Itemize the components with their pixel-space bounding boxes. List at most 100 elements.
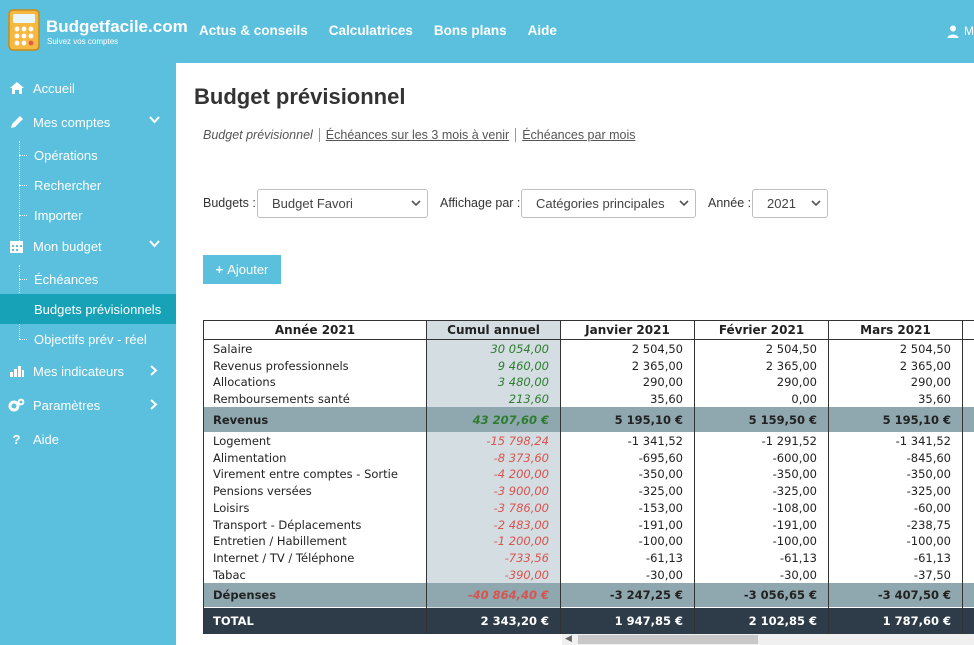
total-row-value: 1 947,85 € [561,608,694,634]
cell-value: -153,00 [638,500,683,515]
calculator-logo-icon [8,9,40,51]
sidebar-item-mes-comptes[interactable]: Mes comptes [0,108,176,136]
sidebar-item-mon-budget[interactable]: Mon budget [0,232,176,260]
user-icon [947,25,959,38]
home-icon [8,80,25,97]
cell-value: -37,50 [913,567,951,582]
horizontal-scrollbar[interactable]: ◀ [562,634,974,645]
total-row-value: -40 864,40 € [427,583,560,607]
row-label: Salaire [213,342,253,356]
sidebar-item-budgets-previsionnels[interactable]: Budgets prévisionnels [0,294,176,324]
nav-calculatrices[interactable]: Calculatrices [328,23,413,38]
sidebar-item-operations[interactable]: Opérations [0,140,176,170]
add-button-label: Ajouter [227,262,269,277]
sidebar-item-echeances[interactable]: Échéances [0,264,176,294]
row-label: Logement [213,434,271,448]
cell-value: 2 504,50 [765,342,817,356]
sidebar-label: Échéances [34,271,99,287]
affichage-label: Affichage par : [440,196,521,210]
logo-tagline: Suivez vos comptes [47,37,119,46]
affichage-select-value: Catégories principales [536,196,665,211]
column-header: Février 2021 [695,321,828,340]
nav-actus-conseils[interactable]: Actus & conseils [199,23,308,38]
row-label: Tabac [213,567,246,582]
user-menu[interactable]: M [947,24,974,38]
total-row-value: 5 159,50 € [695,407,828,432]
tree-tick [19,279,27,280]
annee-select[interactable]: 2021 [752,189,828,218]
calendar-icon [8,238,25,255]
row-label: Transport - Déplacements [213,517,362,532]
column-header: Année 2021 [204,321,426,340]
cell-value: 290,00 [910,375,951,390]
cell-value: -238,75 [906,517,951,532]
add-button[interactable]: + Ajouter [203,255,281,284]
total-row-value: 2 343,20 € [427,608,560,634]
scrollbar-thumb[interactable] [578,635,758,644]
cell-value: -61,13 [779,550,817,565]
budget-table: Année 2021 Salaire Revenus professionnels A… [203,320,974,634]
chevron-down-icon [811,200,821,207]
nav-aide[interactable]: Aide [527,23,557,38]
nav-bons-plans[interactable]: Bons plans [433,23,507,38]
subnav-separator [318,128,320,142]
annee-label: Année : [708,196,752,210]
cell-value: -325,00 [638,484,683,499]
sidebar-item-parametres[interactable]: Paramètres [0,391,176,419]
sidebar-item-aide[interactable]: ? Aide [0,425,176,453]
cell-value: -100,00 [638,534,683,549]
column-header: Cumul annuel [427,321,560,340]
cell-value: -100,00 [906,534,951,549]
user-name: M [964,24,974,38]
cell-value: -30,00 [645,567,683,582]
tree-tick [19,185,27,186]
plus-icon: + [215,262,224,277]
cell-value: 3 480,00 [497,375,549,390]
chevron-down-icon [679,200,689,207]
cell-value: -8 373,60 [493,450,549,465]
column-feb: Février 2021 2 504,50 2 365,00 290,00 0,00 -1… [695,321,829,634]
column-mar: Mars 2021 2 504,50 2 365,00 290,00 35,60 -1 3… [829,321,963,634]
cell-value: -30,00 [779,567,817,582]
budgets-select[interactable]: Budget Favori [257,189,428,218]
row-label: Pensions versées [213,484,312,499]
row-label: Allocations [213,375,276,390]
cell-value: 35,60 [918,392,951,407]
total-row-value: 1 787,60 € [829,608,962,634]
subnav-current: Budget prévisionnel [203,128,313,142]
pencil-icon [8,114,25,131]
band-overflow [963,608,974,634]
subnav-link-echeances-3-mois[interactable]: Échéances sur les 3 mois à venir [325,128,510,142]
sidebar-item-mes-indicateurs[interactable]: Mes indicateurs [0,357,176,385]
top-navigation: Actus & conseils Calculatrices Bons plan… [199,23,557,38]
row-label: Loisirs [213,500,250,515]
row-label: Entretien / Habillement [213,534,347,549]
tree-tick [19,155,27,156]
sidebar-label: Importer [34,207,83,223]
logo[interactable]: Budgetfacile.com Suivez vos comptes [6,6,188,54]
total-row-label: Dépenses [204,583,426,607]
chevron-down-icon [149,116,160,124]
tree-line [19,141,20,241]
sidebar-item-objectifs[interactable]: Objectifs prév - réel [0,324,176,354]
sidebar-item-rechercher[interactable]: Rechercher [0,170,176,200]
column-header: Janvier 2021 [561,321,694,340]
tree-tick [19,339,27,340]
cell-value: -1 341,52 [895,434,951,448]
sidebar-label: Objectifs prév - réel [34,331,147,347]
cell-value: 30 054,00 [490,342,549,356]
overflow-column [963,321,974,634]
sidebar-item-importer[interactable]: Importer [0,200,176,230]
cell-value: 290,00 [642,375,683,390]
top-bar: Budgetfacile.com Suivez vos comptes Actu… [0,0,974,63]
sidebar: Accueil Mes comptes Opérations Recherche… [0,63,176,645]
subnav-link-echeances-par-mois[interactable]: Échéances par mois [522,128,636,142]
total-row-value: -3 056,65 € [695,583,828,607]
affichage-select[interactable]: Catégories principales [521,189,696,218]
sidebar-item-accueil[interactable]: Accueil [0,74,176,102]
scroll-left-icon[interactable]: ◀ [565,634,572,644]
cell-value: -733,56 [504,550,549,565]
total-row-label: Revenus [204,407,426,432]
annee-select-value: 2021 [767,196,796,211]
cell-value: 35,60 [650,392,683,407]
